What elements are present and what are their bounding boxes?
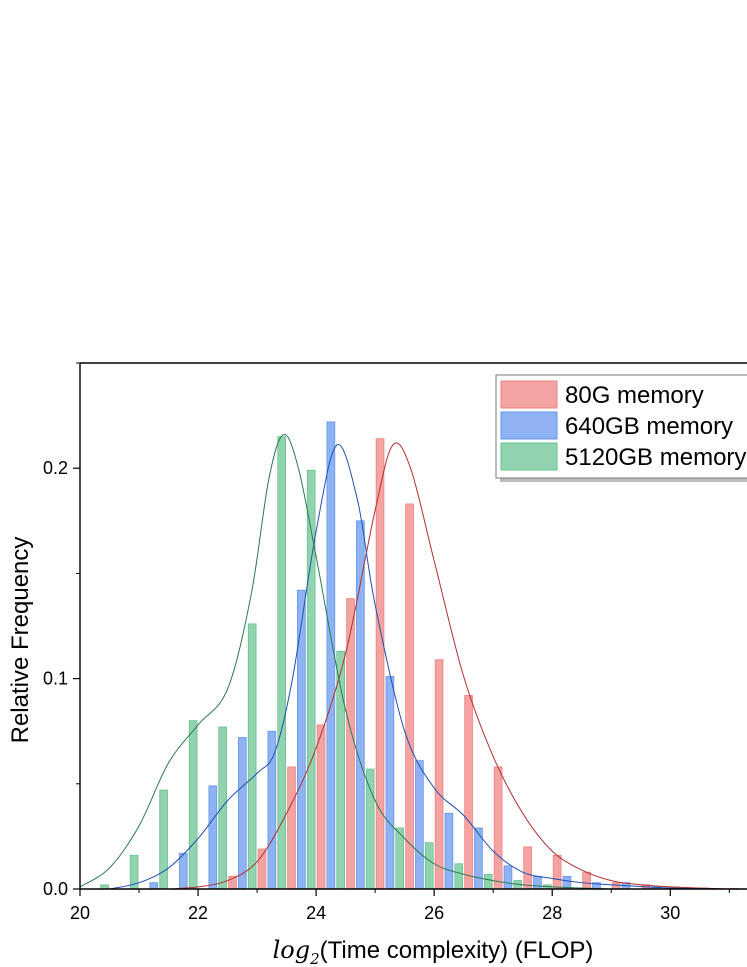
x-tick-label: 30 — [660, 903, 680, 923]
y-tick-label: 0.0 — [43, 879, 68, 899]
bar-5120gb-memory-11 — [424, 842, 434, 890]
x-tick-label: 22 — [188, 903, 208, 923]
bar-640gb-memory-10 — [444, 812, 454, 890]
legend: 80G memory 640GB memory 5120GB memory — [495, 374, 747, 482]
bar-5120gb-memory-13 — [483, 873, 493, 890]
bar-80g-memory-11 — [552, 854, 562, 890]
axes — [79, 362, 747, 890]
density-curve-80g-memory — [168, 442, 730, 890]
bar-5120gb-memory-9 — [365, 768, 375, 890]
y-tick-label: 0.1 — [43, 669, 68, 689]
bar-640gb-memory-6 — [326, 421, 336, 890]
bar-80g-memory-5 — [375, 438, 385, 890]
bar-640gb-memory-4 — [267, 730, 277, 890]
density-curve-640gb-memory — [109, 444, 730, 890]
bar-80g-memory-10 — [523, 846, 532, 890]
bar-80g-memory-12 — [582, 871, 591, 890]
legend-label: 80G memory — [565, 382, 704, 409]
x-tick-label: 28 — [542, 903, 562, 923]
bar-640gb-memory-12 — [503, 865, 513, 890]
x-axis-title-log: log — [273, 936, 311, 964]
bar-80g-memory-9 — [493, 766, 503, 890]
legend-swatch — [500, 380, 558, 409]
density-curves — [79, 434, 730, 890]
bar-640gb-memory-3 — [237, 737, 247, 890]
x-tick-label: 24 — [306, 903, 326, 923]
bar-5120gb-memory-12 — [454, 863, 464, 890]
bar-640gb-memory-13 — [533, 875, 542, 890]
y-tick-label: 0.2 — [43, 458, 68, 478]
bar-5120gb-memory-5 — [247, 623, 257, 890]
bar-80g-memory-8 — [464, 695, 473, 890]
bar-640gb-memory-1 — [178, 852, 188, 890]
bar-80g-memory-6 — [405, 503, 414, 890]
legend-label: 5120GB memory — [565, 444, 746, 471]
bar-640gb-memory-0 — [149, 882, 159, 890]
bar-5120gb-memory-4 — [218, 726, 227, 890]
bar-640gb-memory-8 — [385, 676, 395, 890]
bar-640gb-memory-7 — [356, 520, 365, 890]
bar-640gb-memory-5 — [297, 589, 306, 890]
legend-swatch — [500, 411, 558, 440]
bar-640gb-memory-9 — [415, 760, 424, 890]
x-axis-title: log2(Time complexity) (FLOP) — [273, 936, 594, 967]
x-axis-title-text: (Time complexity) (FLOP) — [320, 937, 594, 964]
bar-640gb-memory-2 — [208, 785, 218, 890]
density-curve-5120gb-memory — [79, 434, 612, 890]
x-tick-label: 20 — [70, 903, 90, 923]
bar-80g-memory-2 — [287, 766, 296, 890]
legend-swatch — [500, 442, 558, 471]
bar-80g-memory-13 — [611, 882, 621, 890]
y-axis-title: Relative Frequency — [7, 537, 34, 744]
bar-80g-memory-3 — [316, 724, 326, 890]
legend-label: 640GB memory — [565, 413, 733, 440]
bar-5120gb-memory-3 — [188, 720, 198, 890]
bar-5120gb-memory-6 — [277, 436, 287, 890]
bar-5120gb-memory-2 — [159, 789, 168, 890]
bar-80g-memory-7 — [434, 659, 444, 890]
y-axis-ticks: 0.0 0.1 0.2 — [43, 362, 80, 899]
x-axis-ticks: 20 22 24 26 28 30 — [70, 889, 730, 923]
x-tick-label: 26 — [424, 903, 444, 923]
histogram-bars — [100, 421, 739, 890]
x-axis-title-log-base: 2 — [309, 950, 320, 967]
bar-5120gb-memory-10 — [395, 827, 405, 890]
